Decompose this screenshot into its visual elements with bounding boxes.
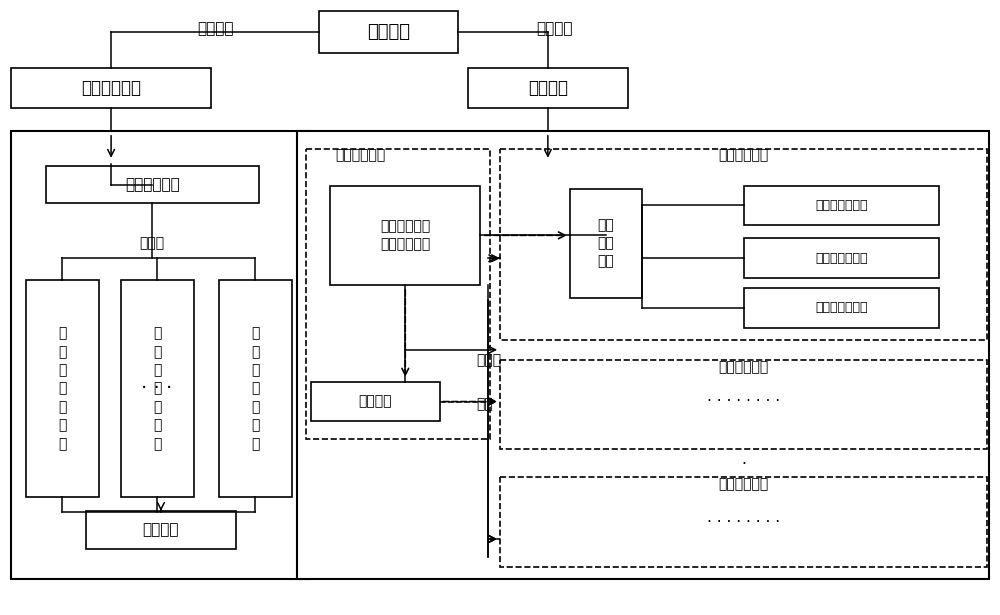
Bar <box>306 149 490 439</box>
Bar <box>744 288 939 328</box>
Text: 整体方案: 整体方案 <box>367 23 410 41</box>
Bar <box>744 186 939 225</box>
Text: 省级计量中心: 省级计量中心 <box>718 149 768 163</box>
Text: 状态监测: 状态监测 <box>198 21 234 36</box>
Bar <box>330 186 480 285</box>
Text: 核查样品: 核查样品 <box>143 523 179 538</box>
Text: 样品统计控制: 样品统计控制 <box>81 79 141 97</box>
Text: 省级计量中心: 省级计量中心 <box>718 360 768 374</box>
Bar <box>319 11 458 53</box>
Text: ·: · <box>741 457 746 472</box>
Text: 省级计量中心: 省级计量中心 <box>718 477 768 491</box>
Bar <box>11 68 211 108</box>
Bar <box>570 189 642 298</box>
Text: · · · · · · · ·: · · · · · · · · <box>707 515 780 530</box>
Bar <box>311 382 440 421</box>
Text: 自动化检定系统: 自动化检定系统 <box>815 199 868 212</box>
Text: · · · · · · · ·: · · · · · · · · <box>707 394 780 409</box>
Text: 自
动
化
检
定
系
统: 自 动 化 检 定 系 统 <box>251 327 259 451</box>
Text: 传递标准: 传递标准 <box>359 395 392 408</box>
Bar <box>500 360 987 450</box>
Text: 互联网: 互联网 <box>476 353 501 367</box>
Text: 自
动
化
检
定
系
统: 自 动 化 检 定 系 统 <box>153 327 162 451</box>
Text: 自动化检定系统: 自动化检定系统 <box>815 252 868 264</box>
Bar <box>500 149 987 340</box>
Bar <box>219 280 292 497</box>
Bar <box>26 280 99 497</box>
Text: 自动化检定系统: 自动化检定系统 <box>815 301 868 314</box>
Text: · · ·: · · · <box>141 379 173 398</box>
Text: 运输: 运输 <box>476 397 493 411</box>
Text: 互联网: 互联网 <box>139 236 165 250</box>
Bar <box>121 280 194 497</box>
Bar <box>11 131 309 579</box>
Text: 自
动
化
检
定
系
统: 自 动 化 检 定 系 统 <box>59 327 67 451</box>
Bar <box>46 165 259 204</box>
Text: 生产调度平台: 生产调度平台 <box>125 177 180 192</box>
Text: 国网计量中心: 国网计量中心 <box>335 149 386 163</box>
Text: 量值溯源: 量值溯源 <box>537 21 573 36</box>
Bar <box>468 68 628 108</box>
Text: 国网计量体系
运行管理系统: 国网计量体系 运行管理系统 <box>380 219 430 252</box>
Bar <box>744 239 939 278</box>
Bar <box>86 511 236 549</box>
Text: 生产
调度
平台: 生产 调度 平台 <box>597 218 614 269</box>
Bar <box>500 477 987 567</box>
Text: 远程校准: 远程校准 <box>528 79 568 97</box>
Bar <box>297 131 989 579</box>
